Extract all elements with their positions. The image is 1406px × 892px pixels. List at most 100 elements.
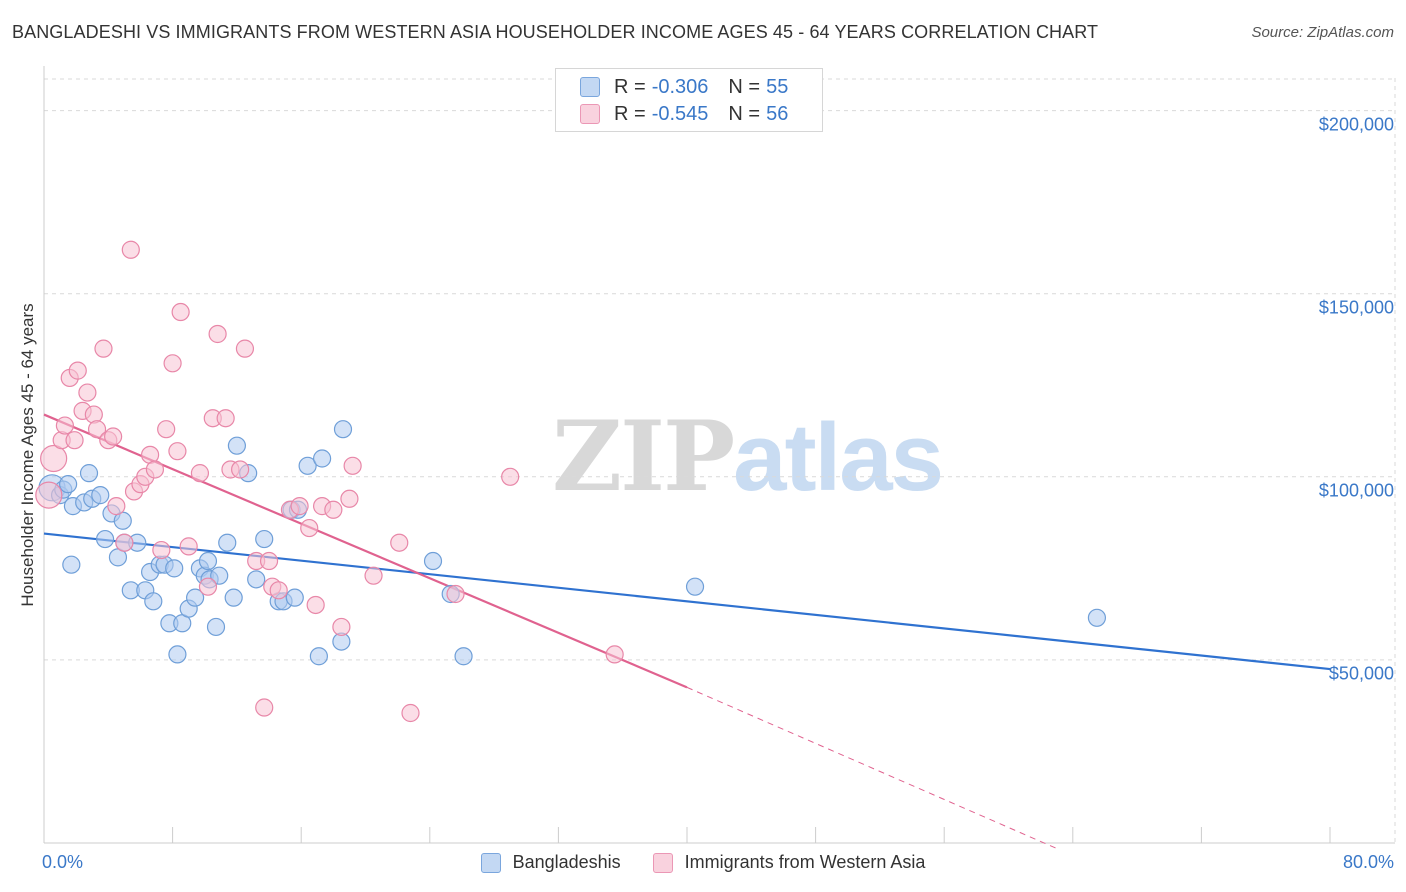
bangladeshi-point: [1087, 608, 1107, 627]
western-asia-trend-extension: [686, 686, 1057, 849]
western-asia-point: [163, 354, 182, 373]
western-asia-point: [605, 645, 624, 664]
correlation-legend: R = -0.306 N = 55 R = -0.545 N = 56: [555, 68, 823, 132]
y-tick-label: $50,000: [1328, 663, 1394, 684]
bangladeshi-point: [309, 647, 328, 666]
series-legend-bangladeshis[interactable]: Bangladeshis: [480, 852, 621, 873]
bangladeshi-point: [423, 551, 443, 571]
bangladeshi-point: [210, 566, 229, 585]
western-asia-point: [87, 420, 107, 439]
bangladeshi-point: [218, 533, 237, 552]
bangladeshi-point: [206, 617, 226, 637]
legend-swatch-pink: [580, 104, 600, 124]
western-asia-point: [198, 577, 218, 596]
western-asia-point: [35, 481, 63, 509]
series-swatch-blue: [480, 852, 501, 873]
legend-n-label: N =: [728, 102, 761, 125]
y-axis-label: Householder Income Ages 45 - 64 years: [18, 303, 37, 607]
western-asia-point: [390, 533, 409, 552]
trend-layer: [43, 413, 1331, 849]
western-asia-point: [65, 431, 84, 450]
bangladeshi-point: [168, 645, 187, 664]
axis-layer: [43, 66, 1395, 844]
bangladeshi-point: [95, 529, 115, 549]
legend-r-value: -0.306: [651, 75, 709, 98]
western-asia-point: [40, 444, 68, 473]
western-asia-point: [235, 339, 255, 358]
western-asia-point: [157, 420, 176, 439]
legend-r-label: R =: [614, 75, 646, 98]
western-asia-point: [343, 456, 362, 475]
y-tick-label: $150,000: [1318, 297, 1394, 318]
bangladeshi-point: [59, 475, 78, 494]
y-tick-label: $200,000: [1318, 114, 1394, 135]
bangladeshi-point: [186, 588, 205, 607]
western-asia-point: [55, 416, 74, 435]
bangladeshi-point: [165, 559, 184, 578]
western-asia-point: [94, 339, 113, 358]
western-asia-point: [259, 551, 279, 571]
western-asia-point: [231, 460, 250, 479]
western-asia-point: [107, 497, 126, 516]
bangladeshi-point: [255, 529, 274, 549]
y-tick-label: $100,000: [1318, 480, 1394, 501]
western-asia-point: [340, 489, 359, 508]
bangladeshi-point: [198, 551, 218, 571]
bangladeshi-point: [333, 420, 353, 439]
western-asia-point: [168, 442, 187, 461]
bangladeshi-point: [312, 449, 332, 468]
western-asia-point: [208, 324, 227, 344]
x-tick-label-max: 80.0%: [1342, 852, 1394, 872]
legend-r-label: R =: [614, 102, 646, 125]
western-asia-point: [84, 405, 103, 424]
legend-n-value: 56: [766, 102, 789, 125]
western-asia-point: [190, 464, 210, 483]
watermark-atlas: atlas: [733, 404, 944, 511]
bangladeshi-point: [144, 592, 163, 611]
western-asia-point: [300, 518, 319, 538]
bangladeshi-point: [227, 436, 246, 455]
bangladeshi-point: [454, 647, 473, 666]
legend-swatch-blue: [580, 77, 600, 97]
bangladeshi-point: [224, 588, 243, 607]
legend-r-value: -0.545: [651, 102, 709, 125]
series-legend-label: Immigrants from Western Asia: [684, 852, 926, 872]
bangladeshi-point: [91, 486, 110, 505]
series-legend-western-asia[interactable]: Immigrants from Western Asia: [652, 852, 926, 873]
western-asia-point: [255, 698, 274, 717]
western-asia-point: [78, 383, 97, 402]
grid-layer: [44, 78, 1396, 843]
legend-n-value: 55: [766, 75, 789, 98]
watermark: ZIPatlas: [552, 400, 944, 513]
legend-row-bangladeshis: R = -0.306 N = 55: [580, 75, 788, 99]
bangladeshi-point: [285, 588, 304, 607]
source-label: Source: ZipAtlas.com: [1251, 24, 1394, 41]
bangladeshi-point: [298, 456, 317, 475]
watermark-zip: ZIP: [552, 400, 735, 513]
bangladeshi-point: [62, 555, 81, 574]
series-swatch-pink: [652, 852, 673, 873]
western-asia-point: [216, 409, 235, 428]
western-asia-point: [145, 460, 165, 479]
western-asia-point: [171, 302, 190, 322]
series-legend: Bangladeshis Immigrants from Western Asi…: [0, 852, 1406, 873]
series-legend-label: Bangladeshis: [512, 852, 621, 872]
western-asia-point: [269, 581, 288, 600]
western-asia-point: [332, 617, 351, 637]
western-asia-point: [324, 500, 343, 519]
western-asia-point: [104, 427, 123, 446]
western-asia-point: [364, 566, 383, 585]
chart-title: BANGLADESHI VS IMMIGRANTS FROM WESTERN A…: [12, 22, 1099, 42]
legend-n-label: N =: [728, 75, 761, 98]
western-asia-point: [68, 361, 87, 380]
bangladeshi-point: [247, 570, 266, 589]
bangladeshi-point: [685, 577, 705, 596]
western-asia-point: [152, 540, 171, 560]
western-asia-point: [306, 595, 325, 615]
bangladeshi-point: [79, 464, 99, 483]
western-asia-point: [290, 497, 309, 516]
western-asia-point: [179, 537, 198, 556]
western-asia-point: [501, 467, 520, 486]
western-asia-point: [446, 584, 465, 604]
